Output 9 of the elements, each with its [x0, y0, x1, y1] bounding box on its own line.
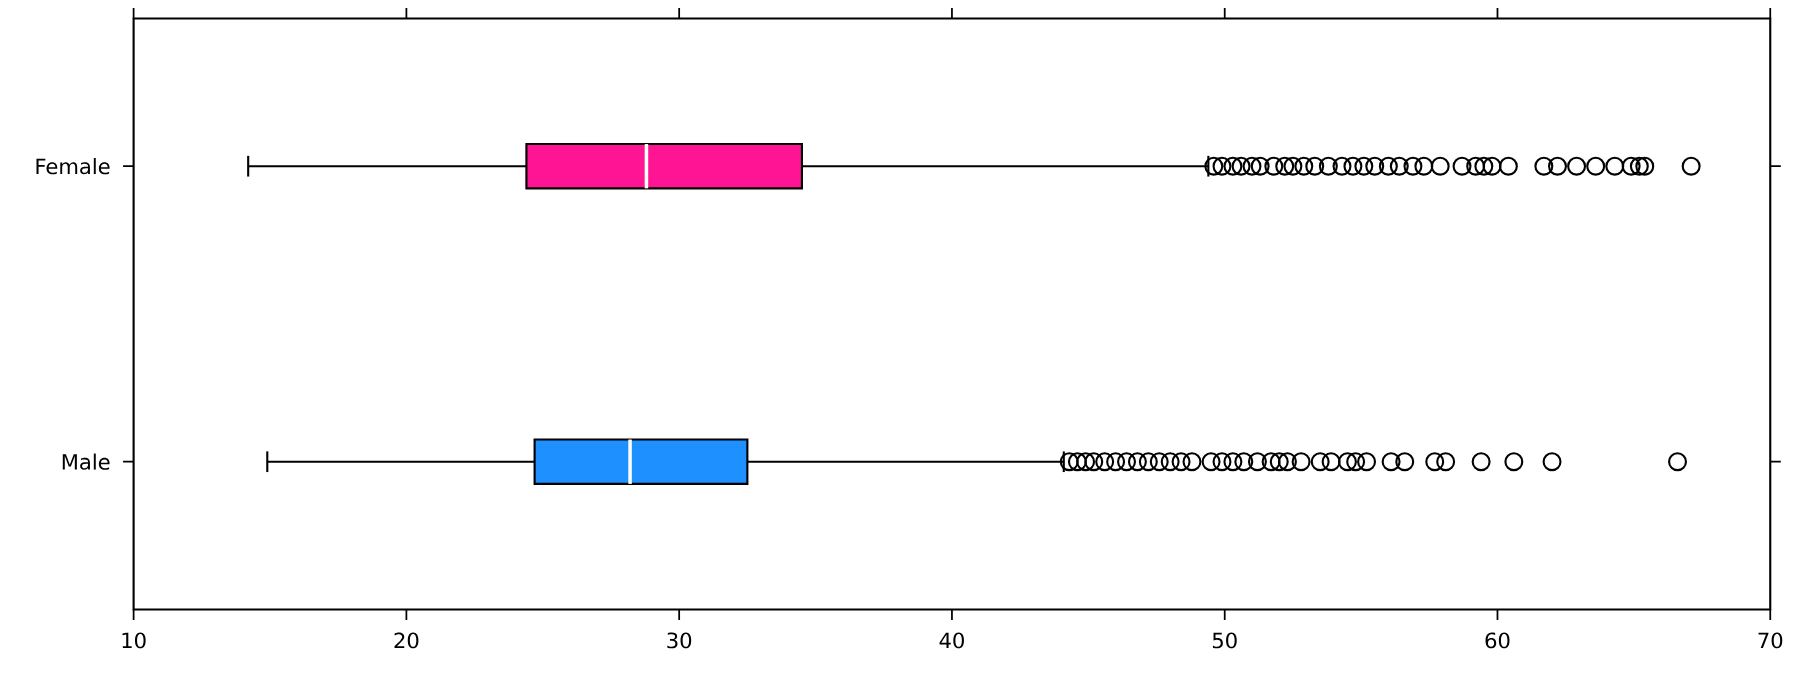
x-tick-label: 40: [939, 632, 964, 649]
y-tick-label: Female: [36, 158, 110, 175]
x-tick-label: 50: [1212, 632, 1237, 649]
x-tick-label: 30: [667, 632, 692, 649]
x-tick-label: 20: [394, 632, 419, 649]
x-tick-label: 10: [122, 632, 146, 649]
x-tick-label: 60: [1485, 632, 1510, 649]
x-tick-label: 70: [1758, 632, 1783, 649]
y-tick-label: Male: [62, 453, 110, 470]
